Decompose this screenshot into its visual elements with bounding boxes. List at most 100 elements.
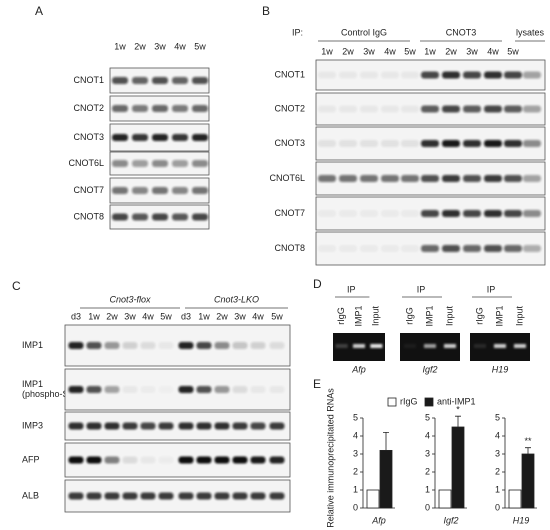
bar	[438, 489, 452, 509]
band	[192, 160, 208, 167]
band	[523, 210, 541, 217]
band	[192, 187, 208, 194]
panel-label: D	[313, 277, 322, 291]
panel-label: A	[35, 4, 43, 18]
band	[381, 175, 399, 182]
y-tick-label: 5	[353, 412, 358, 422]
band	[152, 187, 168, 194]
row-label: ALB	[22, 490, 39, 500]
band	[172, 160, 188, 167]
band	[192, 134, 208, 141]
band	[68, 386, 84, 393]
legend-label: rIgG	[400, 396, 418, 406]
row-label: CNOT3	[274, 138, 305, 148]
band	[132, 213, 148, 221]
band	[178, 386, 194, 393]
lane-label: 5w	[404, 46, 416, 56]
band	[463, 245, 481, 252]
band	[132, 187, 148, 194]
band	[132, 134, 148, 141]
band	[122, 422, 138, 430]
band	[152, 77, 168, 84]
gel-band	[370, 344, 383, 348]
band	[122, 492, 138, 500]
lane-label: 1w	[114, 41, 126, 51]
band	[214, 342, 230, 349]
band	[178, 492, 194, 500]
band	[523, 140, 541, 147]
lane-label: 5w	[194, 41, 206, 51]
band	[250, 342, 266, 349]
y-tick-label: 1	[353, 484, 358, 494]
row-label: CNOT3	[73, 132, 104, 142]
band	[232, 342, 248, 349]
band	[381, 105, 399, 113]
band	[504, 71, 522, 79]
band	[172, 134, 188, 141]
band	[214, 422, 230, 430]
band	[360, 210, 378, 217]
band	[339, 245, 357, 252]
band	[86, 492, 102, 500]
band	[250, 456, 266, 464]
lane-label: 3w	[154, 41, 166, 51]
group-label: Cnot3-LKO	[214, 294, 259, 304]
lane-label: rIgG	[404, 307, 414, 325]
row-label: IMP3	[22, 420, 43, 430]
row-label: CNOT6L	[269, 173, 305, 183]
ip-label: IP	[487, 284, 496, 294]
lane-label: 1w	[321, 46, 333, 56]
y-tick-label: 3	[425, 448, 430, 458]
band	[463, 105, 481, 113]
band	[159, 457, 174, 464]
band	[214, 492, 230, 500]
band	[339, 71, 357, 79]
band	[269, 342, 285, 349]
band	[484, 105, 502, 113]
band	[318, 71, 336, 79]
lane-label: 1w	[88, 311, 100, 321]
y-tick-label: 5	[425, 412, 430, 422]
lane-label: 4w	[174, 41, 186, 51]
row-label: (phospho-Ser)	[22, 389, 80, 399]
band	[158, 422, 174, 430]
lane-label: 2w	[106, 311, 118, 321]
bar	[366, 489, 380, 509]
lane-label: 2w	[216, 311, 228, 321]
x-tick-label: Afp	[371, 515, 386, 525]
band	[152, 160, 168, 167]
lane-label: 4w	[252, 311, 264, 321]
band	[196, 386, 212, 393]
band	[442, 105, 460, 113]
band	[132, 105, 148, 112]
band	[196, 456, 212, 464]
y-tick-label: 4	[425, 430, 430, 440]
band	[401, 210, 419, 217]
y-tick-label: 3	[353, 448, 358, 458]
band	[178, 342, 194, 349]
y-tick-label: 1	[495, 484, 500, 494]
band	[132, 77, 148, 84]
band	[86, 386, 102, 393]
y-tick-label: 5	[495, 412, 500, 422]
error-bar	[383, 432, 389, 451]
lane-label: 5w	[271, 311, 283, 321]
lane-label: 4w	[487, 46, 499, 56]
blot-frame	[64, 479, 291, 513]
band	[421, 140, 439, 147]
lane-label: 4w	[384, 46, 396, 56]
lane-label: 1w	[424, 46, 436, 56]
band	[192, 105, 208, 112]
bar	[451, 426, 465, 509]
band	[158, 492, 174, 500]
y-tick-label: 1	[425, 484, 430, 494]
band	[172, 213, 188, 221]
band	[140, 422, 156, 430]
band	[504, 210, 522, 217]
band	[104, 422, 120, 430]
band	[401, 175, 419, 182]
band	[381, 245, 399, 252]
band	[463, 175, 481, 182]
band	[339, 105, 357, 113]
